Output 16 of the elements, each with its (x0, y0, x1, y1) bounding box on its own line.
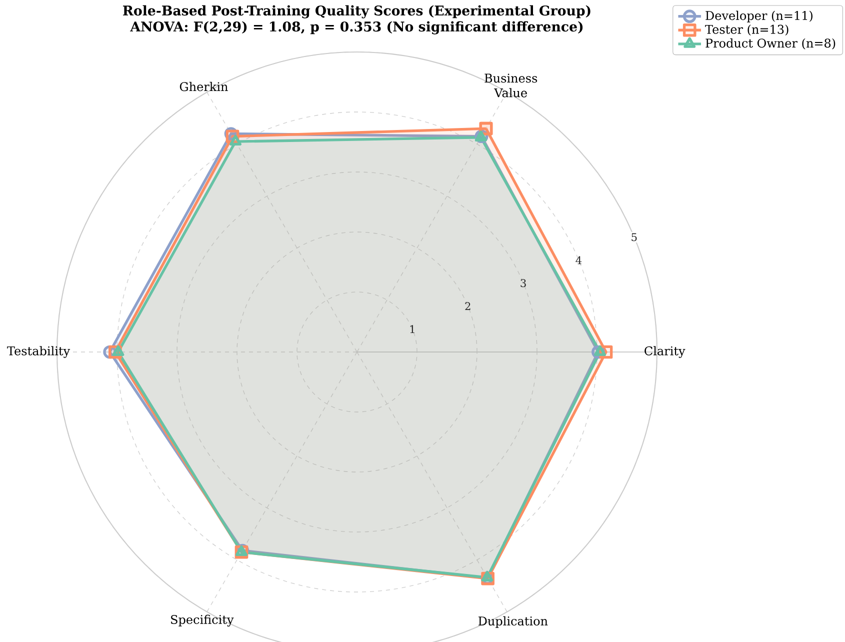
spoke-label: Specificity (171, 614, 234, 627)
spoke-label: Clarity (644, 346, 686, 358)
y-tick-label: 4 (576, 256, 582, 264)
y-tick-label: 1 (410, 325, 414, 333)
y-tick-label: 5 (632, 233, 637, 242)
y-tick-label: 3 (520, 279, 526, 288)
spoke-label: Business Value (484, 74, 538, 98)
y-tick-label: 2 (465, 302, 470, 310)
spoke-label: Gherkin (180, 82, 228, 92)
chart-title: Role-Based Post-Training Quality Scores (Experimental Group) (123, 5, 590, 18)
text: ANOVA: F(2,29) = 1.08, p = 0.353 (No significant difference) (130, 21, 583, 34)
legend-label: Developer (n=11) (706, 10, 812, 22)
legend-label: Tester (n=13) (705, 24, 788, 36)
legend-label: Product Owner (n=8) (706, 38, 836, 50)
spoke-label: Duplication (478, 616, 548, 628)
spoke-label: Testability (7, 346, 70, 358)
